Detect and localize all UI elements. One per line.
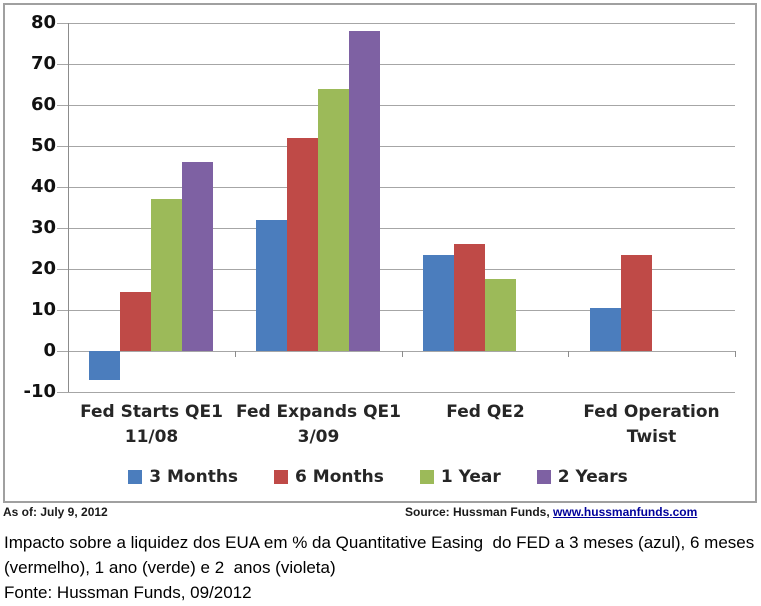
legend-swatch — [128, 470, 143, 484]
source-link[interactable]: www.hussmanfunds.com — [553, 505, 698, 519]
legend-label: 2 Years — [557, 467, 628, 487]
legend-item-2-years: 2 Years — [536, 467, 628, 487]
legend: 3 Months 6 Months 1 Year 2 Years — [3, 464, 753, 490]
legend-item-6-months: 6 Months — [274, 467, 384, 487]
legend-swatch — [274, 470, 289, 484]
legend-label: 3 Months — [149, 467, 239, 487]
chart-footer: As of: July 9, 2012 Source: Hussman Fund… — [0, 505, 761, 523]
legend-label: 6 Months — [295, 467, 384, 487]
legend-item-1-year: 1 Year — [419, 467, 501, 487]
caption-source: Fonte: Hussman Funds, 09/2012 — [4, 583, 252, 602]
legend-swatch — [536, 470, 551, 484]
as-of-label: As of: July 9, 2012 — [3, 505, 108, 519]
source-prefix: Source: Hussman Funds, — [405, 505, 554, 519]
source-label: Source: Hussman Funds, www.hussmanfunds.… — [405, 505, 697, 519]
legend-item-3-months: 3 Months — [128, 467, 238, 487]
caption-text: Impacto sobre a liquidez dos EUA em % da… — [4, 533, 755, 577]
qe-liquidity-chart-frame — [3, 3, 757, 503]
caption: Impacto sobre a liquidez dos EUA em % da… — [4, 530, 759, 605]
legend-label: 1 Year — [440, 467, 501, 487]
legend-swatch — [419, 470, 434, 484]
